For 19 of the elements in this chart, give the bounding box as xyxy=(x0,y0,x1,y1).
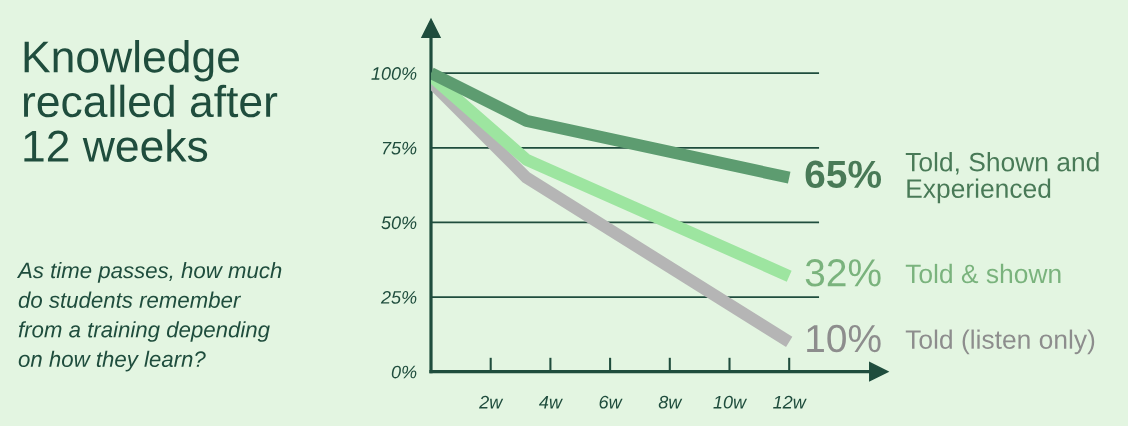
data-label: 10% xyxy=(807,324,881,353)
text: Told (listen only) xyxy=(905,329,1095,355)
x-tick-label: 8w xyxy=(658,395,683,409)
x-tick-label: 10w xyxy=(713,395,748,409)
y-tick-label: 75% xyxy=(382,141,417,155)
text: As time passes, how much do students remember from a training depending on how they learn? xyxy=(16,262,282,372)
x-tick-label: 4w xyxy=(538,395,563,409)
text: Knowledge recalled after 12 weeks xyxy=(23,40,278,162)
x-tick-label: 2w xyxy=(479,395,504,409)
data-label: 65% xyxy=(805,160,882,189)
text: Told & shown xyxy=(905,263,1061,284)
y-tick-label: 0% xyxy=(391,365,417,379)
text: Told, Shown and Experienced xyxy=(905,152,1099,204)
data-label: 32% xyxy=(805,259,881,287)
y-tick-label: 50% xyxy=(381,216,417,230)
x-tick-label: 6w xyxy=(599,395,623,409)
y-tick-label: 100% xyxy=(371,67,417,80)
x-tick-label: 12w xyxy=(773,395,807,409)
y-tick-label: 25% xyxy=(380,291,417,304)
